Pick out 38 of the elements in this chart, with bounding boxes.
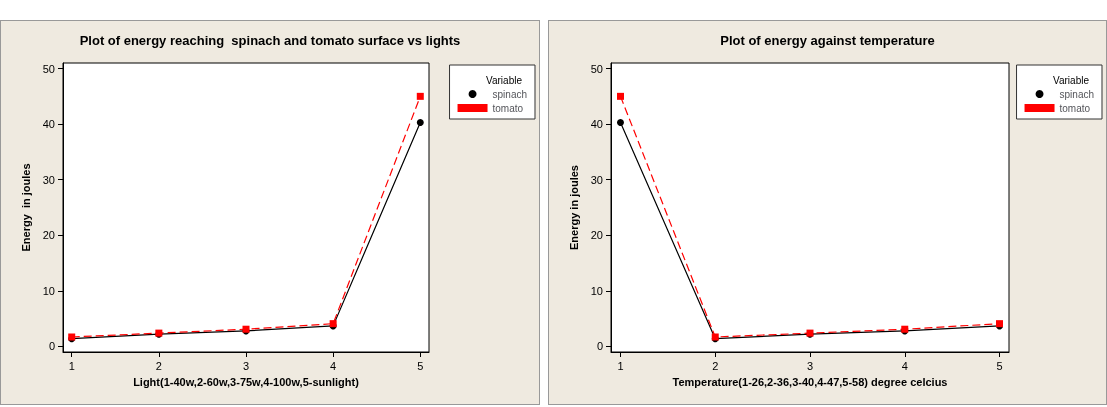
y-tick-label: 10 [42,284,55,297]
chart-title: Plot of energy against temperature [720,33,935,48]
point [416,92,424,100]
y-tick-label: 50 [590,62,603,75]
x-tick-label: 4 [330,359,337,372]
legend-title: Variable [486,74,523,86]
x-axis-title: Temperature(1-26,2-36,3-40,4-47,5-58) degree celcius [672,375,948,388]
y-tick-label: 0 [596,340,603,353]
y-tick-label: 30 [590,173,603,186]
y-axis-title: Energy in joules [20,163,33,252]
x-tick-label: 2 [155,359,162,372]
x-tick-label: 3 [242,359,250,372]
y-axis-title: Energy in joules [568,165,581,250]
legend-label: spinach [1059,88,1094,100]
legend-label: tomato [492,102,524,114]
legend-title: Variable [1053,74,1090,86]
x-axis-title: Light(1-40w,2-60w,3-75w,4-100w,5-sunlight) [133,375,360,388]
x-tick-label: 4 [901,359,908,372]
x-tick-label: 3 [806,359,814,372]
chart-title: Plot of energy reaching spinach and tomato surface vs lights [79,33,461,48]
x-tick-label: 1 [68,359,75,372]
y-tick-label: 30 [42,173,55,186]
x-tick-label: 1 [617,359,624,372]
x-tick-label: 2 [712,359,719,372]
y-tick-label: 20 [42,229,55,242]
y-tick-label: 10 [590,284,603,297]
y-tick-label: 50 [42,62,55,75]
legend-label: spinach [492,88,527,100]
point [616,118,624,126]
legend-label: tomato [1059,102,1091,114]
y-tick-label: 20 [590,229,603,242]
y-tick-label: 40 [42,118,55,131]
point [416,118,424,126]
y-tick-label: 40 [590,118,603,131]
y-tick-label: 0 [48,340,55,353]
point [616,92,624,100]
x-tick-label: 5 [996,359,1003,372]
x-tick-label: 5 [417,359,424,372]
